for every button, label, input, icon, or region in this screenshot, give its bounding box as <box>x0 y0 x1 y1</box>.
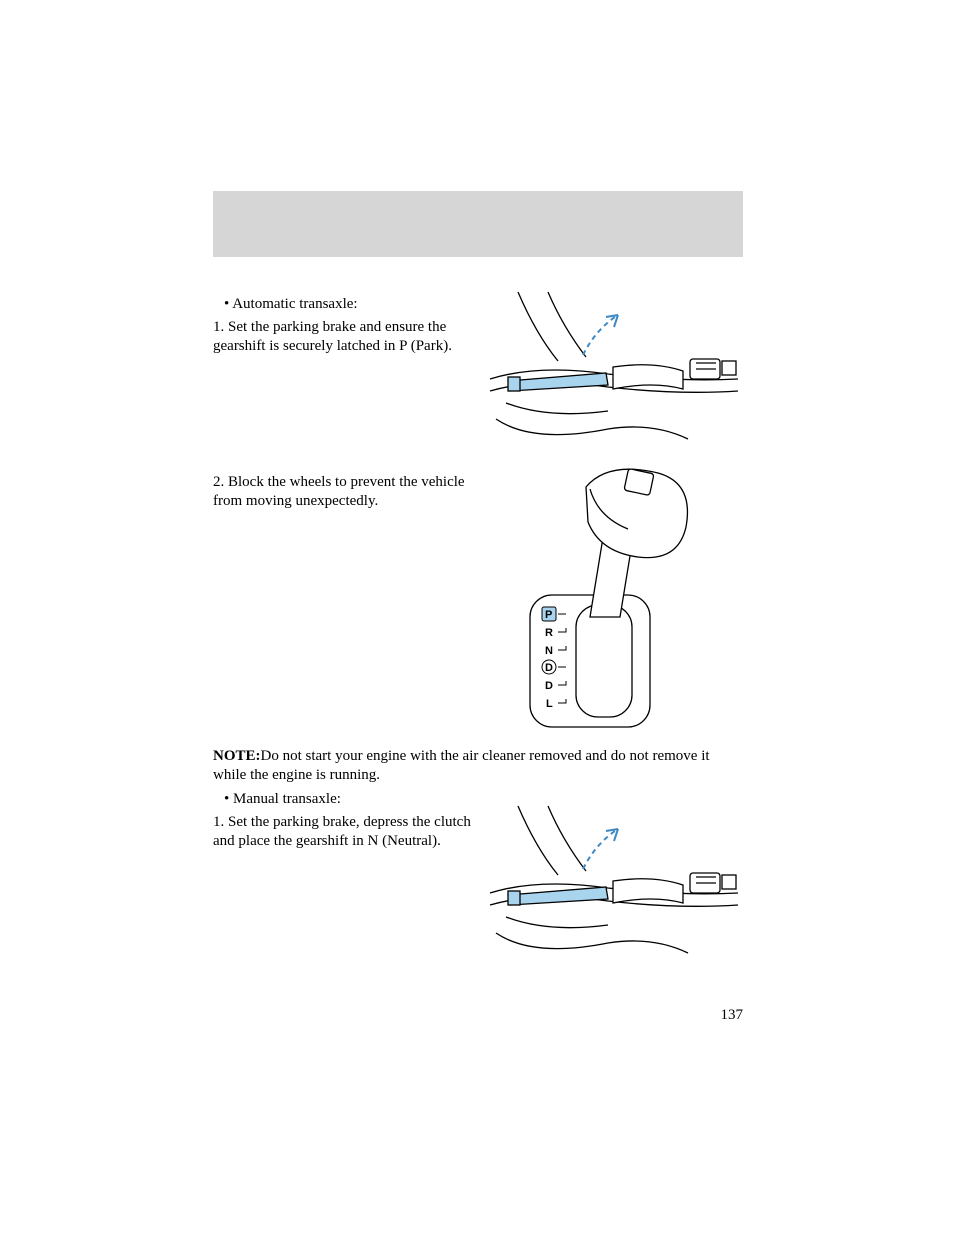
svg-text:P: P <box>545 609 552 621</box>
manual-step-1: 1. Set the parking brake, depress the cl… <box>213 813 473 851</box>
figure-parking-brake-2 <box>478 803 743 976</box>
figure-gearshift: P R N D D L <box>508 467 708 742</box>
svg-text:D: D <box>545 680 553 692</box>
svg-text:N: N <box>545 645 553 657</box>
note: NOTE:Do not start your engine with the a… <box>213 747 743 785</box>
page-number: 137 <box>721 1007 744 1024</box>
content: Automatic transaxle: 1. Set the parking … <box>213 295 743 857</box>
note-text: Do not start your engine with the air cl… <box>213 748 710 783</box>
auto-step-2: 2. Block the wheels to prevent the vehic… <box>213 473 473 511</box>
svg-text:L: L <box>546 698 553 710</box>
figure-parking-brake-1 <box>478 289 743 462</box>
svg-text:R: R <box>545 627 553 639</box>
parking-brake-icon <box>478 289 743 457</box>
auto-step-1: 1. Set the parking brake and ensure the … <box>213 318 473 356</box>
parking-brake-icon <box>478 803 743 971</box>
header-bar <box>213 191 743 257</box>
gearshift-icon: P R N D D L <box>508 467 708 737</box>
note-label: NOTE: <box>213 748 261 764</box>
svg-text:D: D <box>545 662 553 674</box>
manual-bullet: Manual transaxle: <box>213 790 473 809</box>
auto-bullet: Automatic transaxle: <box>213 295 473 314</box>
